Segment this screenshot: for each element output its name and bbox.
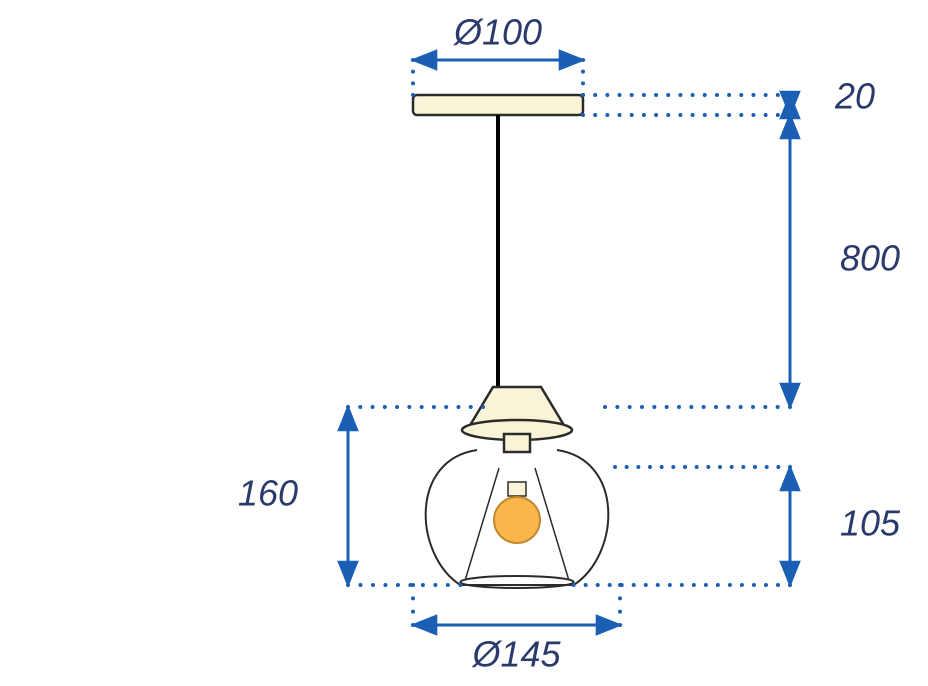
dimension-label: 20 <box>834 76 875 117</box>
ceiling-mount <box>413 95 583 115</box>
dimension-label: Ø145 <box>471 634 561 675</box>
glass-base-ring <box>460 576 573 588</box>
collar-stem <box>504 434 530 452</box>
dimension-label: 800 <box>840 238 900 279</box>
dimension-label: Ø100 <box>453 12 542 53</box>
light-bulb <box>494 497 540 543</box>
dimension-label: 160 <box>238 473 298 514</box>
bulb-neck <box>508 482 526 496</box>
dimension-label: 105 <box>840 503 901 544</box>
